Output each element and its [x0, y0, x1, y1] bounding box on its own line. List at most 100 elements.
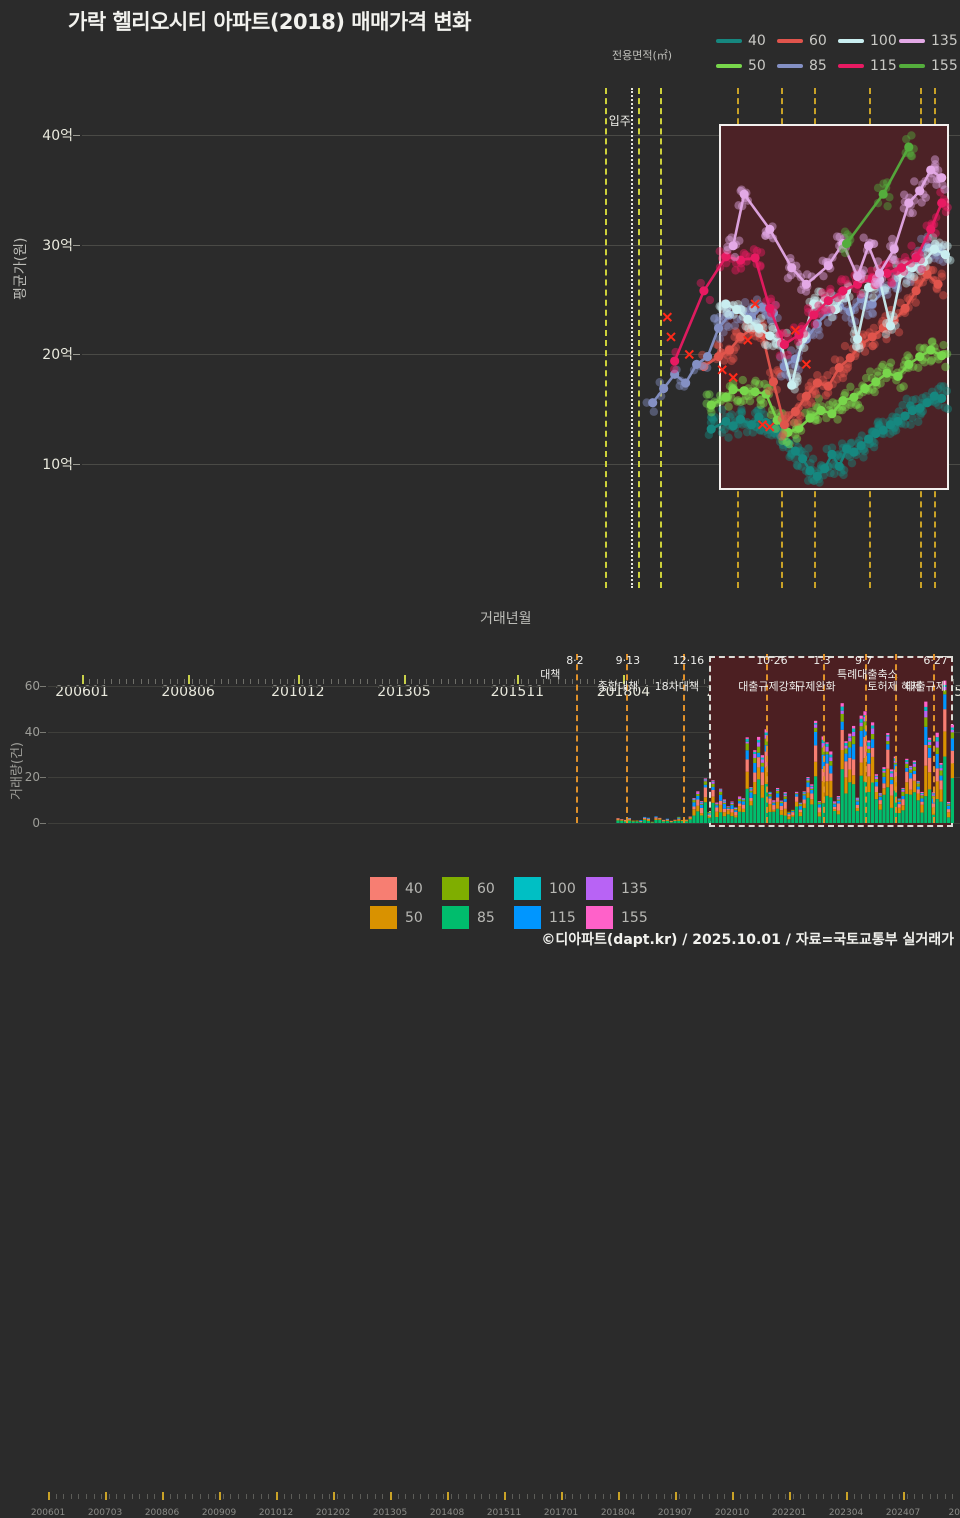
bar-x-minor-tick	[709, 1494, 711, 1499]
bar-x-major-tick	[447, 1492, 449, 1500]
bar-x-minor-tick	[139, 1494, 141, 1499]
x-minor-tick	[469, 679, 471, 684]
legend-bar-item-50[interactable]: 50	[370, 906, 442, 929]
legend-item-85[interactable]: 85	[777, 58, 838, 74]
bar-segment	[696, 795, 700, 800]
legend-bar-item-155[interactable]: 155	[586, 906, 658, 929]
legend-item-100[interactable]: 100	[838, 33, 899, 49]
data-point	[835, 356, 845, 365]
bar-segment	[772, 801, 776, 803]
data-point	[930, 155, 940, 164]
trend-marker	[805, 466, 815, 476]
legend-item-60[interactable]: 60	[777, 33, 838, 49]
legend-item-135[interactable]: 135	[899, 33, 960, 49]
legend-item-155[interactable]: 155	[899, 58, 960, 74]
bar-segment	[897, 813, 901, 823]
data-point	[791, 436, 801, 445]
data-point	[731, 266, 740, 275]
trend-marker	[915, 186, 925, 196]
bar-segment	[878, 804, 882, 810]
x-major-tick	[623, 675, 626, 684]
legend-swatch-line	[899, 38, 925, 43]
data-point	[778, 430, 788, 439]
bar-segment	[939, 789, 943, 802]
bar-segment	[946, 804, 951, 806]
bar-x-minor-tick	[291, 1494, 293, 1499]
trend-marker	[893, 416, 903, 427]
bar-segment	[749, 787, 753, 790]
legend-item-50[interactable]: 50	[716, 58, 777, 74]
bar-segment	[692, 798, 696, 799]
legend-bar-item-40[interactable]: 40	[370, 877, 442, 900]
data-point	[718, 405, 727, 414]
bar-x-major-tick	[561, 1492, 563, 1500]
bar-segment	[699, 802, 704, 804]
data-point	[754, 405, 763, 415]
grid-line	[82, 354, 960, 356]
bar-x-minor-tick	[405, 1494, 407, 1499]
data-point	[744, 324, 753, 333]
bar-segment	[711, 796, 715, 803]
bar-segment	[787, 816, 791, 820]
x-minor-tick	[133, 679, 135, 684]
legend-bar-item-135[interactable]: 135	[586, 877, 658, 900]
bar-segment	[851, 725, 856, 729]
trend-marker	[823, 296, 833, 306]
trend-marker	[732, 304, 742, 315]
data-point	[705, 390, 714, 399]
bar-segment	[745, 771, 749, 789]
trend-marker	[878, 323, 888, 333]
bar-segment	[707, 812, 711, 814]
bar-segment	[810, 784, 814, 786]
data-point	[803, 400, 812, 409]
bar-segment	[745, 737, 749, 739]
data-point	[793, 374, 802, 383]
x-axis-tick-label: 200601	[55, 684, 109, 700]
legend-bar-item-100[interactable]: 100	[514, 877, 586, 900]
bar-segment	[855, 801, 860, 805]
x-minor-tick	[162, 679, 164, 684]
bar-segment	[920, 798, 924, 802]
bar-segment	[943, 731, 947, 757]
trend-marker	[812, 471, 822, 481]
bar-segment	[844, 761, 848, 778]
data-point	[873, 183, 883, 193]
legend-label: 50	[405, 909, 423, 926]
data-point	[724, 402, 733, 411]
bar-segment	[851, 759, 856, 776]
bar-segment	[688, 817, 692, 820]
data-point	[915, 343, 925, 353]
trend-marker	[765, 331, 775, 341]
bar-segment	[650, 821, 654, 823]
bar-segment	[718, 804, 723, 813]
data-point	[733, 395, 743, 405]
bar-segment	[844, 742, 848, 746]
bar-segment	[927, 747, 932, 758]
bar-segment	[878, 800, 882, 805]
legend-row: 40 60 100 135	[716, 28, 960, 53]
bar-segment	[905, 782, 909, 794]
x-minor-tick	[316, 679, 318, 684]
x-minor-tick	[660, 679, 662, 684]
bar-segment	[851, 744, 856, 760]
legend-bar-item-60[interactable]: 60	[442, 877, 514, 900]
data-point	[837, 275, 846, 284]
bar-x-tick-label: 201305	[372, 1508, 408, 1518]
data-point	[940, 403, 950, 412]
data-point	[775, 369, 784, 379]
bar-segment	[908, 789, 913, 795]
bar-segment	[829, 780, 833, 798]
data-point	[835, 232, 844, 242]
legend-bar-item-115[interactable]: 115	[514, 906, 586, 929]
legend-bar-item-85[interactable]: 85	[442, 906, 514, 929]
bar-segment	[829, 773, 833, 781]
legend-label: 50	[748, 57, 766, 74]
data-point	[803, 304, 813, 313]
bar-segment	[889, 769, 894, 772]
legend-item-115[interactable]: 115	[838, 58, 899, 74]
data-point	[752, 295, 762, 304]
legend-item-40[interactable]: 40	[716, 33, 777, 49]
data-point	[736, 397, 745, 407]
bar-segment	[760, 757, 765, 760]
bar-segment	[749, 789, 753, 791]
